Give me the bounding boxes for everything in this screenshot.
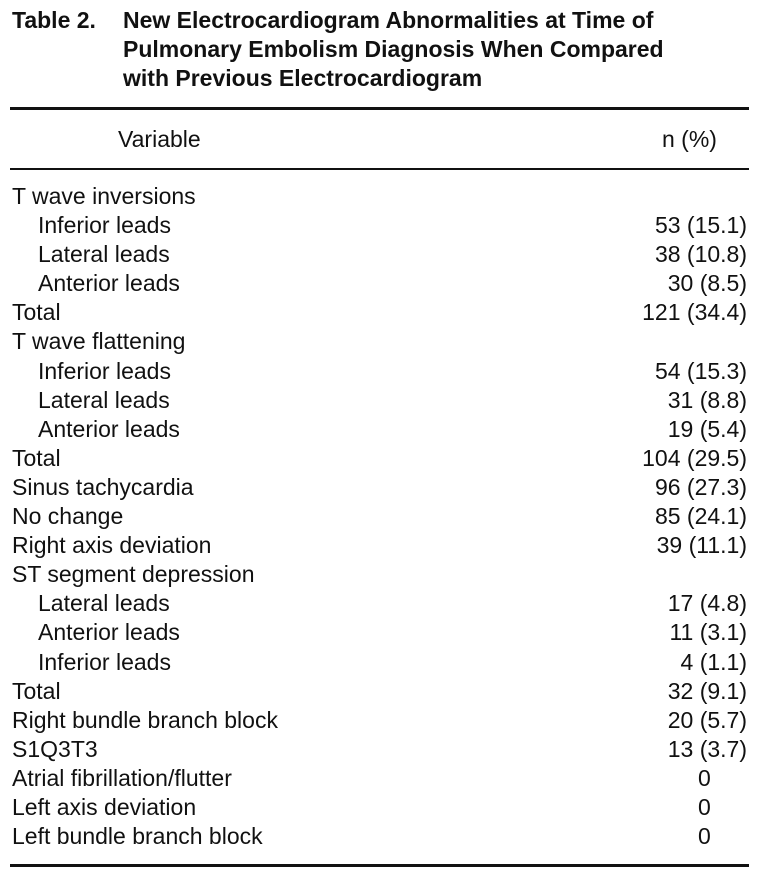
row-value: 11 (3.1) — [669, 619, 747, 646]
row-label: Left bundle branch block — [12, 823, 263, 850]
table-caption: Table 2. New Electrocardiogram Abnormali… — [12, 6, 752, 93]
table-row: Right axis deviation 39 (11.1) — [12, 531, 752, 560]
row-value: 13 (3.7) — [667, 735, 747, 762]
row-value: 54 (15.3) — [654, 357, 747, 384]
row-value: 4 (1.1) — [680, 648, 747, 675]
table-title: New Electrocardiogram Abnormalities at T… — [123, 7, 664, 91]
row-label: Lateral leads — [38, 590, 170, 617]
table-row: Lateral leads 38 (10.8) — [12, 240, 752, 269]
row-label: Right bundle branch block — [12, 706, 278, 733]
top-rule — [10, 107, 749, 110]
row-label: Total — [12, 299, 61, 326]
row-label: Anterior leads — [38, 415, 180, 442]
row-label: Left axis deviation — [12, 793, 197, 820]
table-label: Table 2. — [12, 7, 96, 33]
row-value: 104 (29.5) — [642, 444, 747, 471]
row-value: 0 — [698, 793, 711, 820]
row-label: Total — [12, 677, 61, 704]
row-label: No change — [12, 503, 124, 530]
row-label: Right axis deviation — [12, 532, 212, 559]
table-body: T wave inversions Inferior leads 53 (15.1)… — [12, 182, 752, 851]
table-row: Sinus tachycardia 96 (27.3) — [12, 473, 752, 502]
row-value: 20 (5.7) — [667, 706, 747, 733]
row-value: 121 (34.4) — [642, 299, 747, 326]
table-row: Anterior leads 30 (8.5) — [12, 269, 752, 298]
table-row: Total 104 (29.5) — [12, 444, 752, 473]
row-label: S1Q3T3 — [12, 735, 98, 762]
row-label: T wave flattening — [12, 328, 186, 355]
table-row: Atrial fibrillation/flutter 0 — [12, 764, 752, 793]
table-row: ST segment depression — [12, 560, 752, 589]
row-label: Anterior leads — [38, 270, 180, 297]
row-value: 85 (24.1) — [654, 503, 747, 530]
row-label: Lateral leads — [38, 386, 170, 413]
table-row: Inferior leads 54 (15.3) — [12, 357, 752, 386]
row-value: 53 (15.1) — [654, 212, 747, 239]
table-row: Total 121 (34.4) — [12, 298, 752, 327]
row-value: 39 (11.1) — [656, 532, 747, 559]
row-label: Atrial fibrillation/flutter — [12, 764, 232, 791]
row-value: 38 (10.8) — [654, 241, 747, 268]
row-label: Anterior leads — [38, 619, 180, 646]
row-label: T wave inversions — [12, 183, 196, 209]
table-row: Inferior leads 53 (15.1) — [12, 211, 752, 240]
row-value: 30 (8.5) — [667, 270, 747, 297]
row-value: 96 (27.3) — [654, 473, 747, 500]
table-row: Anterior leads 19 (5.4) — [12, 415, 752, 444]
table-row: Inferior leads 4 (1.1) — [12, 648, 752, 677]
table-row: S1Q3T3 13 (3.7) — [12, 735, 752, 764]
table-row: Total 32 (9.1) — [12, 677, 752, 706]
row-label: Inferior leads — [38, 648, 171, 675]
table-row: T wave inversions — [12, 182, 752, 211]
table-row: T wave flattening — [12, 327, 752, 356]
column-header-n-percent: n (%) — [662, 126, 717, 152]
row-value: 0 — [698, 823, 711, 850]
table-row: Anterior leads 11 (3.1) — [12, 618, 752, 647]
row-value: 32 (9.1) — [667, 677, 747, 704]
table-row: Lateral leads 17 (4.8) — [12, 589, 752, 618]
table-row: No change 85 (24.1) — [12, 502, 752, 531]
row-label: ST segment depression — [12, 561, 255, 588]
row-value: 19 (5.4) — [667, 415, 747, 442]
row-label: Lateral leads — [38, 241, 170, 268]
row-label: Inferior leads — [38, 212, 171, 239]
row-label: Inferior leads — [38, 357, 171, 384]
table-row: Lateral leads 31 (8.8) — [12, 386, 752, 415]
table-row: Left axis deviation 0 — [12, 793, 752, 822]
row-label: Sinus tachycardia — [12, 473, 194, 500]
bottom-rule — [10, 864, 749, 867]
row-value: 31 (8.8) — [667, 386, 747, 413]
table-row: Right bundle branch block 20 (5.7) — [12, 706, 752, 735]
column-header-variable: Variable — [118, 126, 201, 152]
row-value: 17 (4.8) — [667, 590, 747, 617]
row-label: Total — [12, 444, 61, 471]
row-value: 0 — [698, 764, 711, 791]
table-row: Left bundle branch block 0 — [12, 822, 752, 851]
header-rule — [10, 168, 749, 170]
